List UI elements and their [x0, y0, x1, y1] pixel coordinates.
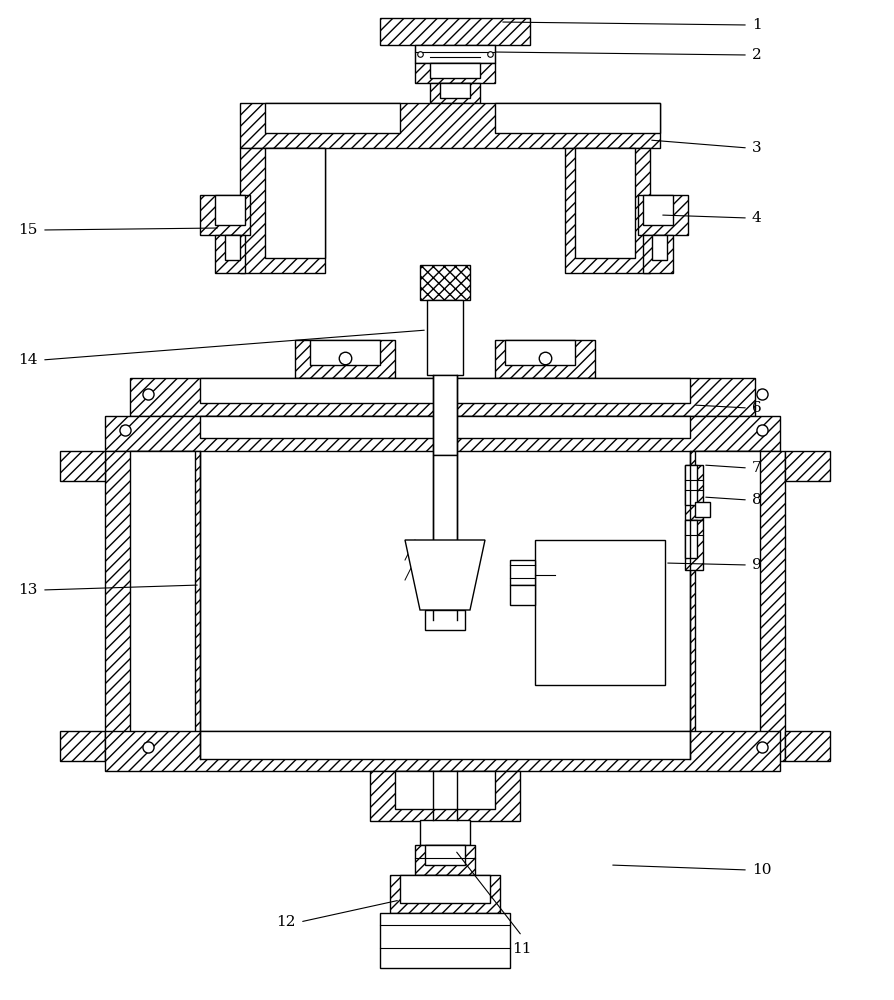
Bar: [240, 103, 659, 148]
Text: 14: 14: [19, 353, 38, 367]
Text: 12: 12: [276, 915, 296, 929]
Bar: [215, 195, 245, 225]
Bar: [265, 103, 400, 133]
Bar: [295, 340, 394, 378]
Bar: [494, 340, 595, 378]
Bar: [684, 520, 696, 558]
Bar: [199, 731, 689, 759]
Text: 1: 1: [751, 18, 761, 32]
Bar: [60, 451, 105, 481]
Text: 8: 8: [751, 493, 761, 507]
Bar: [784, 451, 829, 481]
Bar: [429, 83, 479, 103]
Bar: [415, 63, 494, 83]
Bar: [215, 235, 245, 273]
Bar: [130, 378, 755, 416]
Bar: [535, 540, 664, 685]
Bar: [380, 913, 510, 968]
Bar: [240, 148, 325, 273]
Text: 6: 6: [751, 401, 761, 415]
Bar: [684, 465, 696, 505]
Bar: [224, 235, 240, 260]
Text: 7: 7: [751, 461, 761, 475]
Bar: [380, 18, 529, 45]
Bar: [419, 265, 469, 300]
Text: 3: 3: [751, 141, 761, 155]
Bar: [415, 45, 494, 63]
Bar: [504, 340, 574, 365]
Text: 15: 15: [19, 223, 38, 237]
Bar: [574, 148, 634, 258]
Bar: [695, 502, 709, 517]
Bar: [425, 610, 465, 630]
Bar: [564, 148, 649, 273]
Text: 10: 10: [751, 863, 771, 877]
Bar: [684, 465, 702, 520]
Bar: [510, 585, 535, 605]
Bar: [433, 375, 457, 455]
Bar: [199, 378, 689, 403]
Bar: [637, 195, 687, 235]
Bar: [426, 300, 462, 375]
Bar: [400, 875, 489, 903]
Bar: [199, 416, 689, 438]
Polygon shape: [405, 540, 485, 610]
Text: 11: 11: [511, 942, 531, 956]
Bar: [695, 451, 759, 746]
Bar: [309, 340, 380, 365]
Text: 2: 2: [751, 48, 761, 62]
Bar: [510, 560, 535, 585]
Bar: [494, 103, 659, 133]
Bar: [105, 451, 199, 761]
Bar: [440, 83, 469, 98]
Bar: [60, 731, 105, 761]
Bar: [265, 148, 325, 258]
Text: 13: 13: [19, 583, 38, 597]
Bar: [105, 731, 780, 771]
Bar: [105, 416, 780, 451]
Text: 4: 4: [751, 211, 761, 225]
Bar: [784, 731, 829, 761]
Bar: [415, 845, 475, 875]
Bar: [199, 195, 249, 235]
Bar: [433, 455, 457, 620]
Bar: [651, 235, 666, 260]
Bar: [642, 195, 672, 225]
Bar: [419, 820, 469, 845]
Bar: [130, 451, 195, 746]
Bar: [425, 845, 465, 865]
Bar: [369, 771, 519, 821]
Bar: [642, 235, 672, 273]
Bar: [689, 451, 784, 761]
Text: 9: 9: [751, 558, 761, 572]
Bar: [390, 875, 500, 913]
Bar: [684, 520, 702, 570]
Bar: [394, 771, 494, 809]
Bar: [429, 63, 479, 78]
